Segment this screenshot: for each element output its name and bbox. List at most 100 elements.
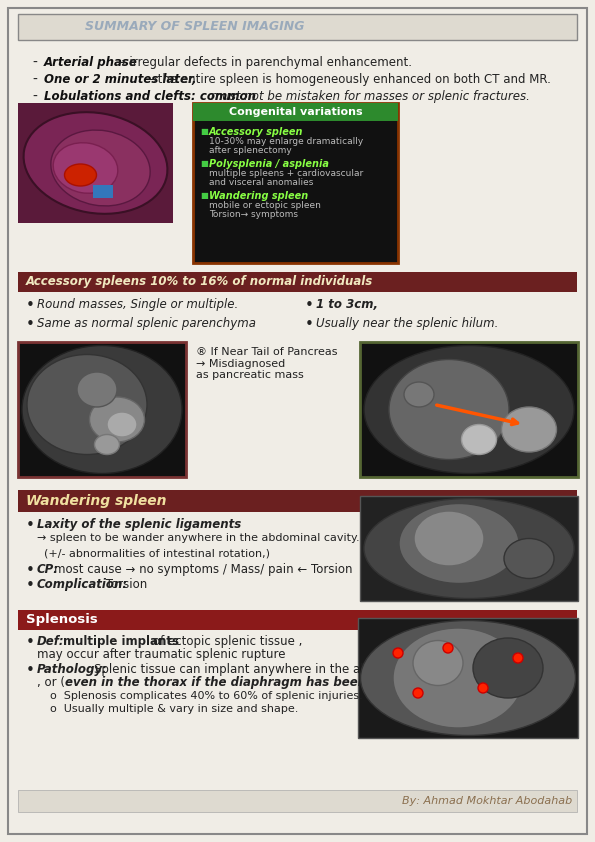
Bar xyxy=(360,496,578,601)
Text: of ectopic splenic tissue ,: of ectopic splenic tissue , xyxy=(153,635,302,648)
Ellipse shape xyxy=(89,397,145,442)
Text: Splenic tissue can implant anywhere in the abdominal cavity: Splenic tissue can implant anywhere in t… xyxy=(94,663,455,676)
Text: By: Ahmad Mokhtar Abodahab: By: Ahmad Mokhtar Abodahab xyxy=(402,796,572,806)
Text: (+/- abnormalities of intestinal rotation,): (+/- abnormalities of intestinal rotatio… xyxy=(44,548,270,558)
Ellipse shape xyxy=(399,504,519,584)
Text: -: - xyxy=(32,56,37,70)
Text: •: • xyxy=(305,317,314,332)
Circle shape xyxy=(393,648,403,658)
Text: → spleen to be wander anywhere in the abdominal cavity.: → spleen to be wander anywhere in the ab… xyxy=(37,533,359,543)
Text: CP:: CP: xyxy=(37,563,59,576)
Ellipse shape xyxy=(77,372,117,407)
Text: •: • xyxy=(26,298,35,313)
Text: most cause → no symptoms / Mass/ pain ← Torsion: most cause → no symptoms / Mass/ pain ← … xyxy=(54,563,352,576)
Text: Round masses, Single or multiple.: Round masses, Single or multiple. xyxy=(37,298,238,311)
Text: Torsion: Torsion xyxy=(102,578,147,591)
Text: Wandering spleen: Wandering spleen xyxy=(26,494,167,508)
Bar xyxy=(360,342,578,477)
Ellipse shape xyxy=(393,628,523,728)
Bar xyxy=(92,185,112,198)
Ellipse shape xyxy=(404,382,434,407)
Ellipse shape xyxy=(504,539,554,578)
Text: •: • xyxy=(26,518,35,533)
Ellipse shape xyxy=(364,345,574,473)
Text: even in the thorax if the diaphragm has been ruptured).: even in the thorax if the diaphragm has … xyxy=(65,676,439,689)
Text: Wandering spleen: Wandering spleen xyxy=(209,191,308,201)
Circle shape xyxy=(513,653,523,663)
Text: Torsion→ symptoms: Torsion→ symptoms xyxy=(209,210,298,219)
Text: Pathology:: Pathology: xyxy=(37,663,108,676)
Ellipse shape xyxy=(27,354,147,455)
Ellipse shape xyxy=(473,638,543,698)
Bar xyxy=(193,103,398,263)
Text: after splenectomy: after splenectomy xyxy=(209,146,292,155)
Ellipse shape xyxy=(53,143,118,194)
Text: ® If Near Tail of Pancreas
→ Misdiagnosed
as pancreatic mass: ® If Near Tail of Pancreas → Misdiagnose… xyxy=(196,347,337,381)
Bar xyxy=(18,272,577,292)
Ellipse shape xyxy=(107,412,137,437)
Ellipse shape xyxy=(462,424,496,455)
Ellipse shape xyxy=(361,621,575,736)
Bar xyxy=(18,103,173,223)
Text: 1 to 3cm,: 1 to 3cm, xyxy=(316,298,378,311)
Text: Usually near the splenic hilum.: Usually near the splenic hilum. xyxy=(316,317,499,330)
Text: One or 2 minutes later,: One or 2 minutes later, xyxy=(44,73,196,86)
Ellipse shape xyxy=(502,407,556,452)
Ellipse shape xyxy=(64,164,96,186)
Bar xyxy=(18,14,577,40)
Text: Arterial phase: Arterial phase xyxy=(44,56,138,69)
Bar xyxy=(18,790,577,812)
Text: •: • xyxy=(26,578,35,593)
Text: -: - xyxy=(32,73,37,87)
Text: multiple spleens + cardiovascular: multiple spleens + cardiovascular xyxy=(209,169,364,178)
Bar xyxy=(18,14,577,40)
Text: ■: ■ xyxy=(200,159,208,168)
Bar xyxy=(193,103,398,121)
Ellipse shape xyxy=(51,130,150,206)
Bar xyxy=(358,618,578,738)
Text: Laxity of the splenic ligaments: Laxity of the splenic ligaments xyxy=(37,518,241,531)
Text: o  Usually multiple & vary in size and shape.: o Usually multiple & vary in size and sh… xyxy=(50,704,298,714)
Text: Accessory spleen: Accessory spleen xyxy=(209,127,303,137)
Text: Same as normal splenic parenchyma: Same as normal splenic parenchyma xyxy=(37,317,256,330)
Text: Accessory spleens 10% to 16% of normal individuals: Accessory spleens 10% to 16% of normal i… xyxy=(26,275,373,289)
Text: Complication:: Complication: xyxy=(37,578,128,591)
Text: Congenital variations: Congenital variations xyxy=(228,107,362,117)
Text: •: • xyxy=(26,635,35,650)
Text: 10-30% may enlarge dramatically: 10-30% may enlarge dramatically xyxy=(209,137,364,146)
Text: •: • xyxy=(26,663,35,678)
Text: Splenosis: Splenosis xyxy=(26,614,98,626)
Ellipse shape xyxy=(414,511,484,566)
Ellipse shape xyxy=(364,498,574,599)
Text: and visceral anomalies: and visceral anomalies xyxy=(209,178,314,187)
Circle shape xyxy=(413,688,423,698)
Text: •: • xyxy=(26,563,35,578)
Text: -: - xyxy=(32,90,37,104)
Text: ■: ■ xyxy=(200,127,208,136)
Text: multiple implants: multiple implants xyxy=(63,635,179,648)
Text: SUMMARY OF SPLEEN IMAGING: SUMMARY OF SPLEEN IMAGING xyxy=(85,20,305,34)
Ellipse shape xyxy=(24,112,167,214)
Text: o  Splenosis complicates 40% to 60% of splenic injuries.: o Splenosis complicates 40% to 60% of sp… xyxy=(50,691,363,701)
Ellipse shape xyxy=(413,641,463,685)
Text: Lobulations and clefts: common: Lobulations and clefts: common xyxy=(44,90,256,103)
Text: Polysplenia / asplenia: Polysplenia / asplenia xyxy=(209,159,329,169)
Ellipse shape xyxy=(389,360,509,460)
Text: •: • xyxy=(305,298,314,313)
Text: must not be mistaken for masses or splenic fractures.: must not be mistaken for masses or splen… xyxy=(207,90,530,103)
Text: •: • xyxy=(26,317,35,332)
Bar xyxy=(18,490,577,512)
Text: may occur after traumatic splenic rupture: may occur after traumatic splenic ruptur… xyxy=(37,648,286,661)
Circle shape xyxy=(443,643,453,653)
Text: → irregular defects in parenchymal enhancement.: → irregular defects in parenchymal enhan… xyxy=(112,56,412,69)
Text: →the entire spleen is homogeneously enhanced on both CT and MR.: →the entire spleen is homogeneously enha… xyxy=(144,73,551,86)
Bar xyxy=(18,342,186,477)
Text: , or (: , or ( xyxy=(37,676,65,689)
Ellipse shape xyxy=(95,434,120,455)
Text: Def:: Def: xyxy=(37,635,65,648)
Text: ■: ■ xyxy=(200,191,208,200)
Bar xyxy=(18,610,577,630)
Ellipse shape xyxy=(22,345,182,473)
Text: mobile or ectopic spleen: mobile or ectopic spleen xyxy=(209,201,321,210)
Circle shape xyxy=(478,683,488,693)
